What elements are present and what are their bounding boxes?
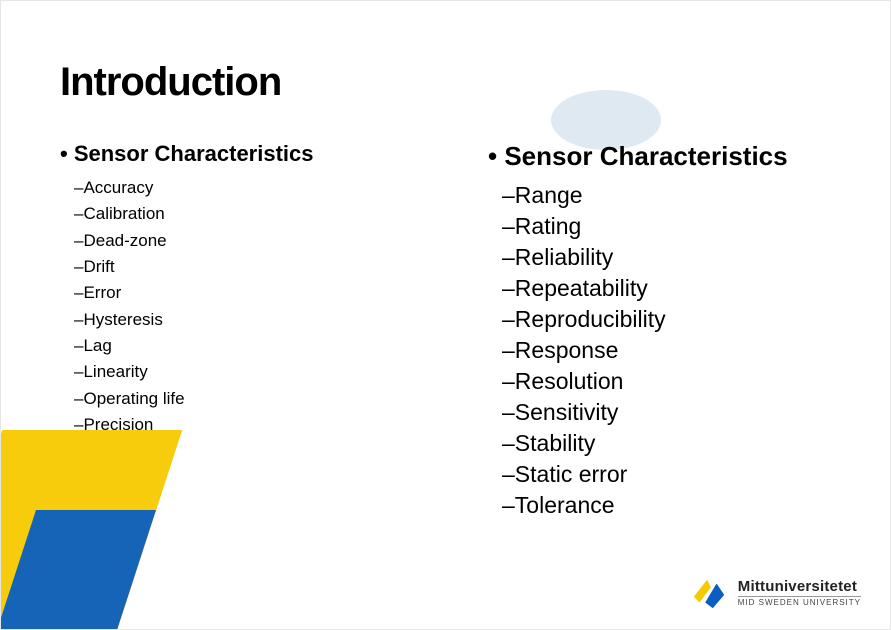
list-item: –Range xyxy=(502,180,836,211)
university-subtitle: MID SWEDEN UNIVERSITY xyxy=(738,596,861,607)
list-item: –Repeatability xyxy=(502,273,836,304)
list-item: –Response xyxy=(502,335,836,366)
list-item: –Tolerance xyxy=(502,490,836,521)
list-item: –Lag xyxy=(74,333,408,359)
column-heading: • Sensor Characteristics xyxy=(488,141,836,172)
column-heading: • Sensor Characteristics xyxy=(60,141,408,167)
list-item: –Drift xyxy=(74,254,408,280)
item-list: –Accuracy –Calibration –Dead-zone –Drift… xyxy=(60,175,408,438)
list-item: –Static error xyxy=(502,459,836,490)
list-item: –Sensitivity xyxy=(502,397,836,428)
heading-text: Sensor Characteristics xyxy=(504,141,787,171)
columns-row: • Sensor Characteristics –Accuracy –Cali… xyxy=(60,141,836,522)
column-left: • Sensor Characteristics –Accuracy –Cali… xyxy=(60,141,408,522)
list-item: –Resolution xyxy=(502,366,836,397)
list-item: –Rating xyxy=(502,211,836,242)
slide-container: Introduction • Sensor Characteristics –A… xyxy=(0,0,891,630)
list-item: –Accuracy xyxy=(74,175,408,201)
list-item: –Reproducibility xyxy=(502,304,836,335)
item-list: –Range –Rating –Reliability –Repeatabili… xyxy=(488,180,836,522)
slide-title: Introduction xyxy=(60,60,836,105)
bullet: • xyxy=(60,141,68,166)
list-item: –Linearity xyxy=(74,359,408,385)
bullet: • xyxy=(488,141,497,171)
university-logo-icon xyxy=(690,574,728,612)
list-item: –Reliability xyxy=(502,242,836,273)
university-name: Mittuniversitetet xyxy=(738,579,861,594)
list-item: –Calibration xyxy=(74,201,408,227)
footer-logo: Mittuniversitetet MID SWEDEN UNIVERSITY xyxy=(690,574,861,612)
column-right: • Sensor Characteristics –Range –Rating … xyxy=(488,141,836,522)
list-item: –Dead-zone xyxy=(74,228,408,254)
list-item: –Operating life xyxy=(74,386,408,412)
heading-text: Sensor Characteristics xyxy=(74,141,314,166)
list-item: –Stability xyxy=(502,428,836,459)
university-logo-text: Mittuniversitetet MID SWEDEN UNIVERSITY xyxy=(738,579,861,607)
list-item: –Error xyxy=(74,280,408,306)
list-item: –Hysteresis xyxy=(74,307,408,333)
list-item: –Precision xyxy=(74,412,408,438)
